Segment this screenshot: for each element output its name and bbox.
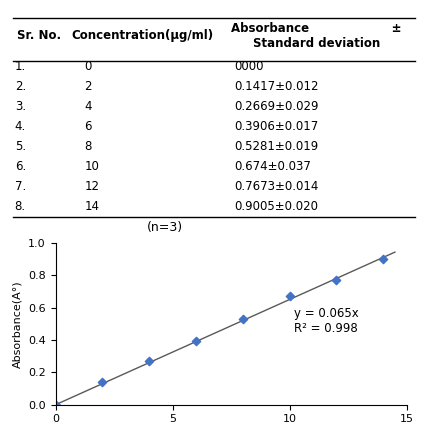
Point <box>380 256 386 262</box>
Y-axis label: Absorbance(A°): Absorbance(A°) <box>12 280 23 368</box>
Point <box>99 378 106 385</box>
Point <box>52 401 59 408</box>
Text: (n=3): (n=3) <box>147 221 183 234</box>
Point <box>286 292 293 299</box>
Point <box>333 277 340 284</box>
Point <box>193 338 199 345</box>
Point <box>146 358 153 365</box>
Point <box>239 316 246 322</box>
Text: y = 0.065x
R² = 0.998: y = 0.065x R² = 0.998 <box>294 307 359 334</box>
